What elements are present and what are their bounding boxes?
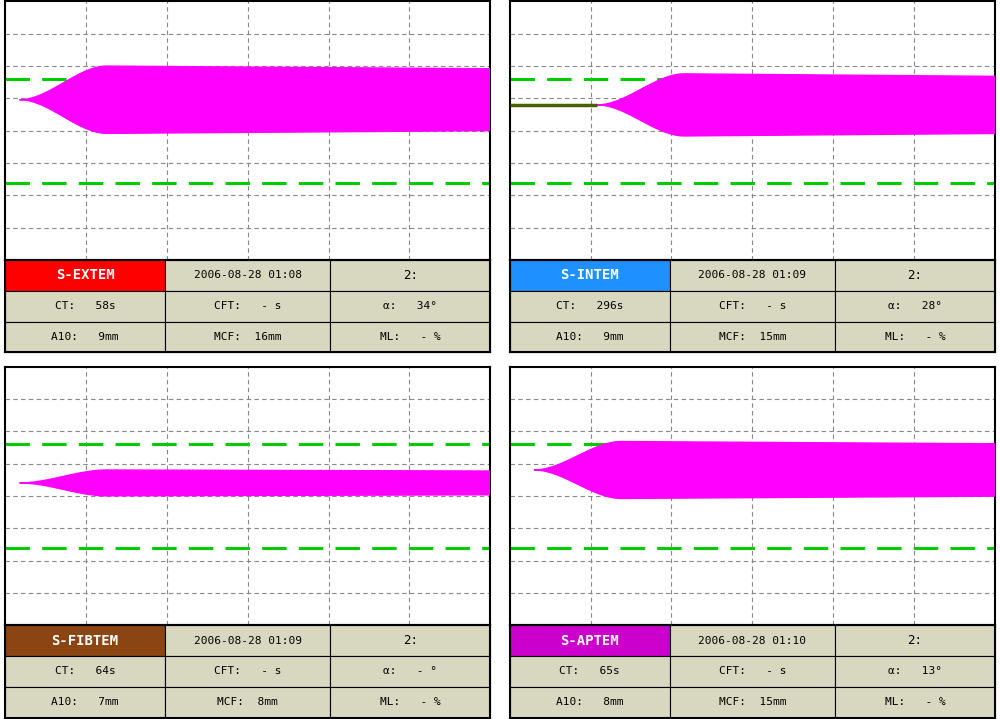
Text: α:   34°: α: 34°	[383, 301, 437, 311]
Text: 2006-08-28 01:10: 2006-08-28 01:10	[698, 636, 806, 646]
Text: 2006-08-28 01:09: 2006-08-28 01:09	[194, 636, 302, 646]
Polygon shape	[20, 66, 490, 133]
Bar	[165, 260, 330, 291]
Text: MCF:  8mm: MCF: 8mm	[217, 697, 278, 707]
Bar	[670, 687, 835, 718]
Bar	[510, 260, 670, 291]
Text: S-EXTEM: S-EXTEM	[56, 268, 114, 283]
Text: A10:   7mm: A10: 7mm	[51, 697, 119, 707]
Bar	[330, 321, 490, 352]
Text: MCF:  16mm: MCF: 16mm	[214, 332, 281, 342]
Bar	[330, 291, 490, 321]
Bar	[670, 656, 835, 687]
Text: CT:   65s: CT: 65s	[559, 667, 620, 677]
Polygon shape	[597, 74, 995, 136]
Bar	[670, 291, 835, 321]
Bar	[330, 260, 490, 291]
Text: 2006-08-28 01:08: 2006-08-28 01:08	[194, 270, 302, 280]
Text: CT:   296s: CT: 296s	[556, 301, 624, 311]
Bar	[510, 626, 670, 656]
Text: S-INTEM: S-INTEM	[560, 268, 619, 283]
Bar	[670, 626, 835, 656]
Text: S-FIBTEM: S-FIBTEM	[52, 633, 119, 648]
Bar	[5, 321, 165, 352]
Text: α:   - °: α: - °	[383, 667, 437, 677]
Text: 2:: 2:	[907, 269, 922, 282]
Text: 2:: 2:	[907, 634, 922, 647]
Text: CT:   64s: CT: 64s	[55, 667, 115, 677]
Text: 2:: 2:	[403, 269, 418, 282]
Text: ML:   - %: ML: - %	[380, 697, 441, 707]
Bar	[835, 656, 995, 687]
Text: CT:   58s: CT: 58s	[55, 301, 115, 311]
Text: 2:: 2:	[403, 634, 418, 647]
Text: ML:   - %: ML: - %	[885, 697, 945, 707]
Bar	[835, 321, 995, 352]
Bar	[165, 687, 330, 718]
Bar	[165, 321, 330, 352]
Bar	[165, 291, 330, 321]
Polygon shape	[20, 470, 490, 496]
Text: CFT:   - s: CFT: - s	[214, 301, 281, 311]
Bar	[670, 260, 835, 291]
Text: S-APTEM: S-APTEM	[560, 633, 619, 648]
Text: A10:   8mm: A10: 8mm	[556, 697, 624, 707]
Text: α:   13°: α: 13°	[888, 667, 942, 677]
Bar	[165, 656, 330, 687]
Bar	[670, 321, 835, 352]
Text: 2006-08-28 01:09: 2006-08-28 01:09	[698, 270, 806, 280]
Text: MCF:  15mm: MCF: 15mm	[719, 332, 786, 342]
Bar	[510, 687, 670, 718]
Text: CFT:   - s: CFT: - s	[719, 301, 786, 311]
Text: α:   28°: α: 28°	[888, 301, 942, 311]
Text: MCF:  15mm: MCF: 15mm	[719, 697, 786, 707]
Text: A10:   9mm: A10: 9mm	[556, 332, 624, 342]
Text: ML:   - %: ML: - %	[380, 332, 441, 342]
Text: A10:   9mm: A10: 9mm	[51, 332, 119, 342]
Bar	[5, 260, 165, 291]
Bar	[835, 626, 995, 656]
Polygon shape	[534, 441, 995, 498]
Bar	[330, 687, 490, 718]
Bar	[835, 687, 995, 718]
Bar	[5, 291, 165, 321]
Text: ML:   - %: ML: - %	[885, 332, 945, 342]
Bar	[5, 656, 165, 687]
Bar	[835, 260, 995, 291]
Bar	[510, 291, 670, 321]
Bar	[835, 291, 995, 321]
Text: CFT:   - s: CFT: - s	[214, 667, 281, 677]
Bar	[510, 656, 670, 687]
Text: CFT:   - s: CFT: - s	[719, 667, 786, 677]
Bar	[510, 321, 670, 352]
Bar	[5, 687, 165, 718]
Bar	[5, 626, 165, 656]
Bar	[330, 626, 490, 656]
Bar	[165, 626, 330, 656]
Bar	[330, 656, 490, 687]
